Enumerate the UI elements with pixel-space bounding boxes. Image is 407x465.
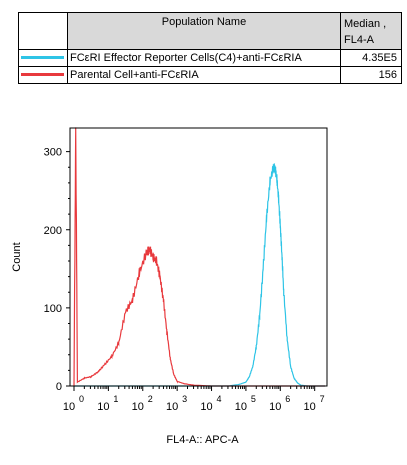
legend-header-median-line1: Median , (344, 18, 387, 30)
y-tick-label: 100 (44, 303, 62, 315)
legend-header-row: Population Name Median , FL4-A (18, 12, 402, 50)
y-tick-label: 0 (56, 381, 62, 393)
x-tick-exponent: 1 (113, 394, 118, 404)
x-tick-label: 10 (235, 401, 247, 413)
x-tick-exponent: 2 (148, 394, 153, 404)
legend-header-median: Median , FL4-A (340, 12, 402, 50)
x-tick-exponent: 7 (320, 394, 325, 404)
legend-table: Population Name Median , FL4-A FCεRI Eff… (18, 12, 402, 84)
y-tick-label: 200 (44, 225, 62, 237)
legend-header-median-line2: FL4-A (344, 34, 374, 46)
series-line-reporter (74, 163, 325, 387)
legend-swatch-parental (21, 73, 64, 76)
legend-row-reporter: FCεRI Effector Reporter Cells(C4)+anti-F… (18, 49, 402, 67)
legend-row-parental: Parental Cell+anti-FCεRIA 156 (18, 66, 402, 84)
x-tick-exponent: 0 (79, 394, 84, 404)
y-tick-label: 300 (44, 147, 62, 159)
x-tick-label: 10 (97, 401, 109, 413)
legend-row-median: 156 (340, 66, 402, 84)
series-line-parental (73, 127, 325, 387)
x-tick-label: 10 (63, 401, 75, 413)
x-tick-label: 10 (304, 401, 316, 413)
x-tick-exponent: 5 (251, 394, 256, 404)
x-tick-label: 10 (200, 401, 212, 413)
legend-swatch-cell (18, 49, 68, 67)
y-axis-title: Count (11, 242, 23, 271)
x-tick-exponent: 3 (182, 394, 187, 404)
legend-row-median: 4.35E5 (340, 49, 402, 67)
plot-layer (73, 127, 325, 387)
x-tick-exponent: 6 (285, 394, 290, 404)
x-tick-label: 10 (166, 401, 178, 413)
x-tick-label: 10 (132, 401, 144, 413)
x-tick-label: 10 (269, 401, 281, 413)
legend-swatch-cell (18, 66, 68, 84)
x-tick-exponent: 4 (217, 394, 222, 404)
legend-header-name: Population Name (67, 12, 341, 50)
legend-row-name: Parental Cell+anti-FCεRIA (67, 66, 341, 84)
legend-swatch-reporter (21, 56, 64, 59)
legend-header-swatch-cell (18, 12, 68, 50)
x-axis-title: FL4-A:: APC-A (166, 434, 239, 446)
plot-frame (69, 127, 328, 387)
legend-row-name: FCεRI Effector Reporter Cells(C4)+anti-F… (67, 49, 341, 67)
